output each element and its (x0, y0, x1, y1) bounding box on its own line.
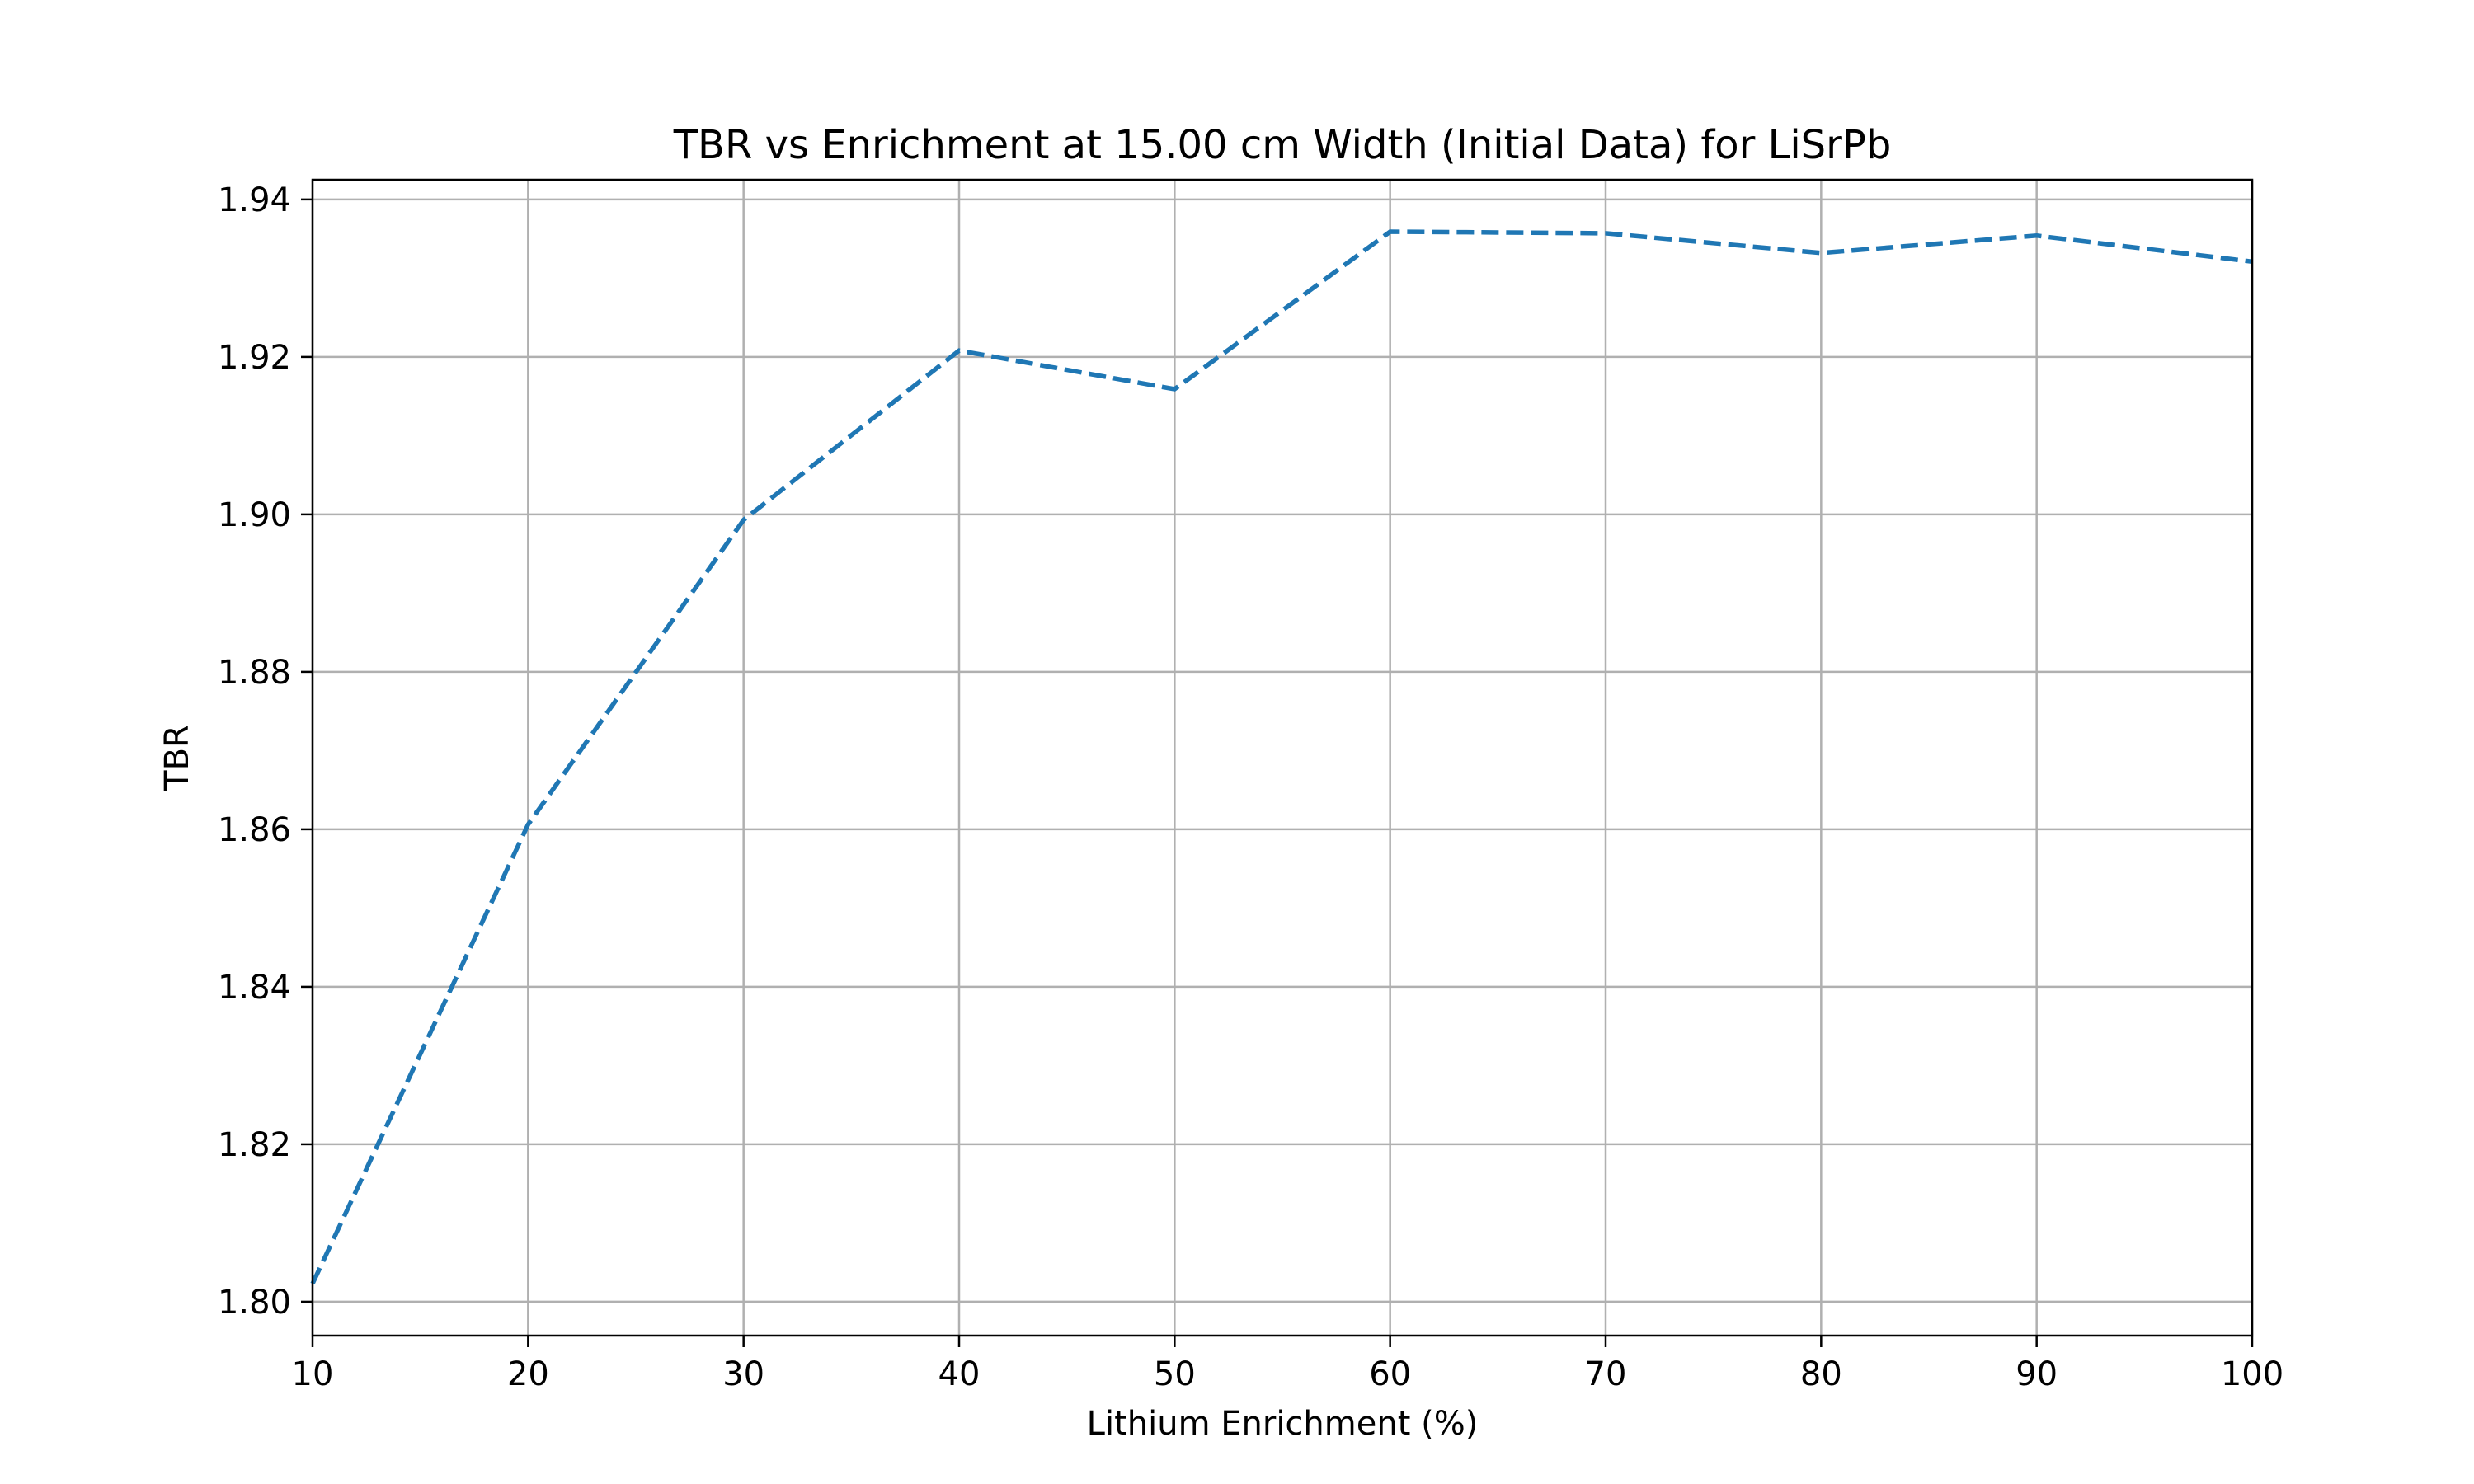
x-tick-label: 80 (1800, 1355, 1842, 1393)
x-axis-label: Lithium Enrichment (%) (1087, 1405, 1479, 1443)
y-tick-label: 1.80 (218, 1284, 291, 1322)
x-tick-label: 30 (722, 1355, 764, 1393)
x-tick-label: 60 (1369, 1355, 1411, 1393)
x-tick-label: 50 (1154, 1355, 1196, 1393)
chart-title: TBR vs Enrichment at 15.00 cm Width (Ini… (673, 122, 1892, 168)
y-axis-label: TBR (158, 725, 196, 791)
y-tick-label: 1.82 (218, 1126, 291, 1164)
axis-ticks: 10 20 30 40 50 60 70 80 90 100 1.80 1.82 1.84 1.86 1.8… (218, 181, 2284, 1393)
tbr-series-line (310, 229, 2253, 1285)
x-tick-label: 100 (2221, 1355, 2284, 1393)
y-tick-label: 1.84 (218, 969, 291, 1007)
y-tick-label: 1.88 (218, 654, 291, 692)
x-tick-label: 70 (1585, 1355, 1627, 1393)
x-tick-label: 40 (938, 1355, 981, 1393)
x-tick-label: 10 (292, 1355, 334, 1393)
y-tick-label: 1.92 (218, 339, 291, 377)
x-tick-label: 90 (2015, 1355, 2058, 1393)
plot-series (310, 229, 2253, 1285)
y-tick-label: 1.94 (218, 181, 291, 219)
x-tick-label: 20 (507, 1355, 549, 1393)
plot-frame (311, 178, 2254, 1337)
grid (311, 180, 2254, 1336)
y-tick-label: 1.86 (218, 811, 291, 849)
y-tick-label: 1.90 (218, 496, 291, 534)
